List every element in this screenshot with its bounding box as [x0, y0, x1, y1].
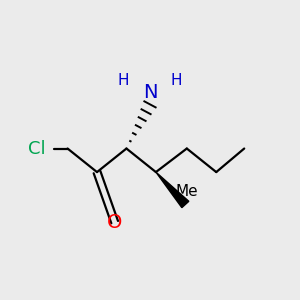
Text: Me: Me: [176, 184, 198, 199]
Text: H: H: [171, 73, 182, 88]
Text: O: O: [107, 213, 122, 232]
Text: H: H: [118, 73, 129, 88]
Polygon shape: [156, 172, 189, 208]
Text: N: N: [143, 83, 157, 102]
Text: Cl: Cl: [28, 140, 46, 158]
